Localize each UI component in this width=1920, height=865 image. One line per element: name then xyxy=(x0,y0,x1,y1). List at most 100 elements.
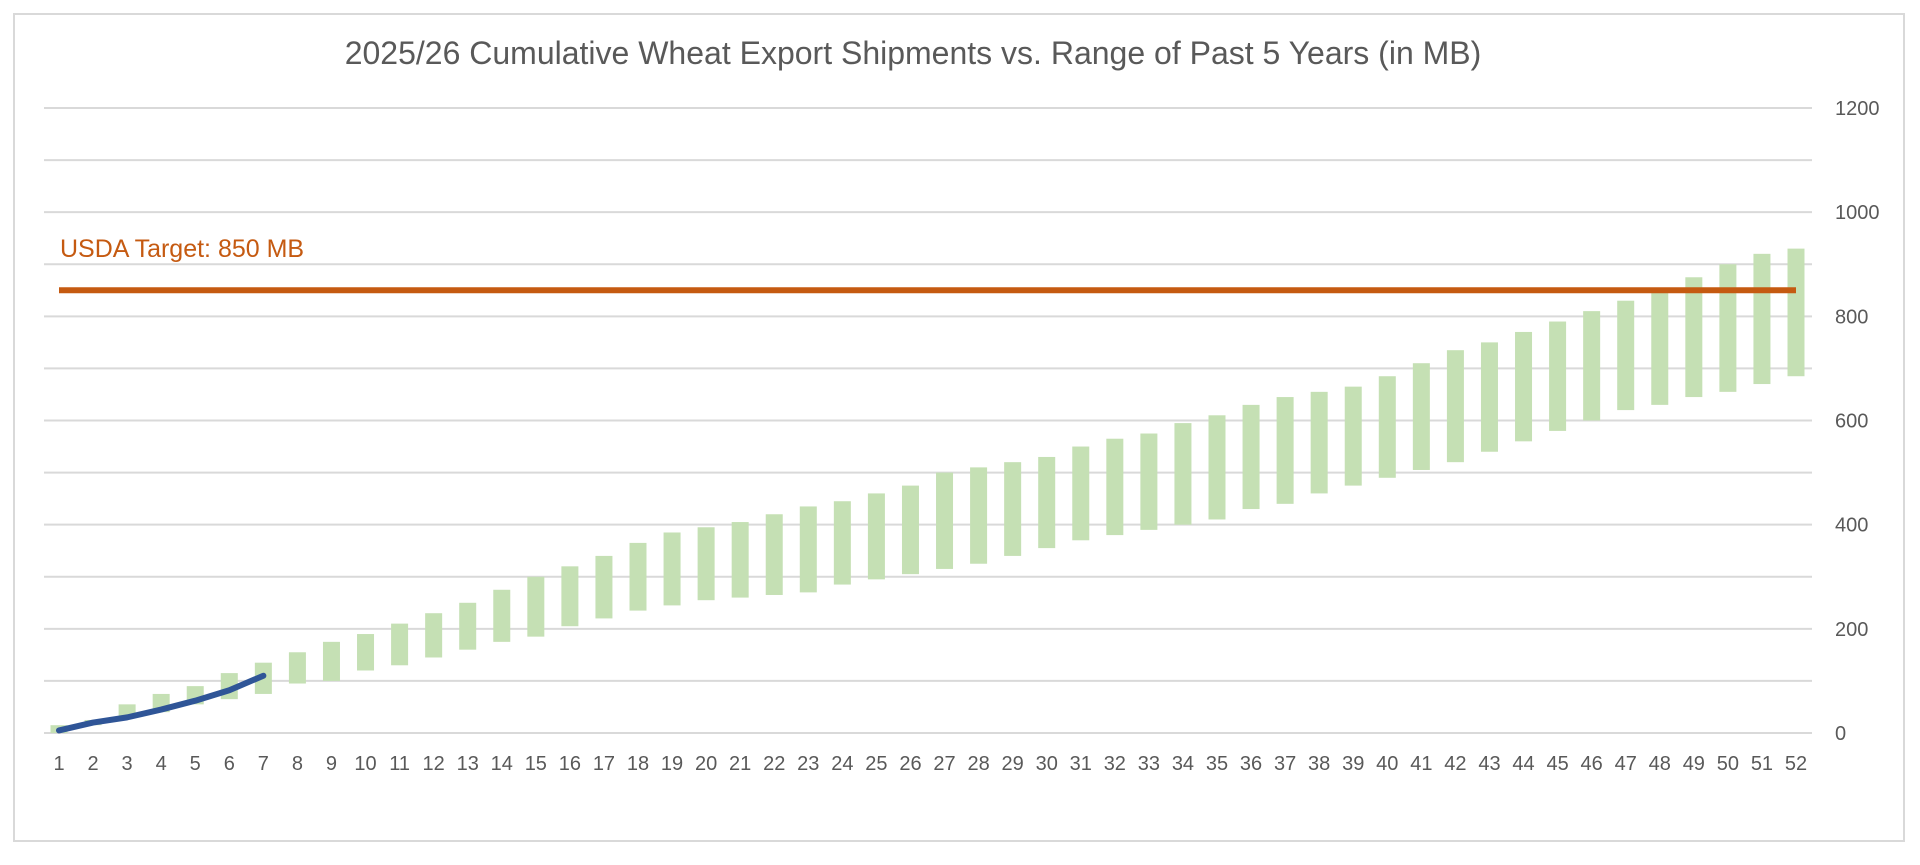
x-tick-label: 36 xyxy=(1240,753,1262,775)
range-bar xyxy=(1685,277,1703,398)
range-bar xyxy=(799,506,817,593)
range-bar xyxy=(833,501,851,585)
current-year-point xyxy=(126,716,128,718)
y-tick-label: 0 xyxy=(1835,723,1846,745)
x-tick-label: 43 xyxy=(1478,753,1500,775)
x-tick-label: 48 xyxy=(1649,753,1671,775)
range-bar xyxy=(493,589,511,642)
x-tick-label: 1 xyxy=(53,753,64,775)
grid-lines xyxy=(44,107,1812,734)
range-bar xyxy=(1515,331,1533,442)
range-bar xyxy=(765,514,783,595)
range-bar xyxy=(391,623,409,666)
range-bar xyxy=(595,555,613,619)
range-bar xyxy=(1787,248,1805,377)
y-tick-label: 200 xyxy=(1835,619,1868,641)
x-tick-label: 34 xyxy=(1172,753,1194,775)
range-bar xyxy=(527,576,545,637)
x-tick-label: 49 xyxy=(1683,753,1705,775)
range-bar xyxy=(629,542,647,611)
x-tick-label: 46 xyxy=(1581,753,1603,775)
x-tick-label: 35 xyxy=(1206,753,1228,775)
x-tick-label: 50 xyxy=(1717,753,1739,775)
x-tick-label: 29 xyxy=(1002,753,1024,775)
x-tick-label: 44 xyxy=(1512,753,1534,775)
y-tick-label: 1000 xyxy=(1835,202,1880,224)
x-tick-label: 39 xyxy=(1342,753,1364,775)
range-bar xyxy=(288,652,306,684)
range-bar xyxy=(1651,290,1669,405)
y-tick-label: 600 xyxy=(1835,411,1868,433)
range-bar xyxy=(936,472,954,569)
x-tick-label: 20 xyxy=(695,753,717,775)
x-tick-label: 22 xyxy=(763,753,785,775)
range-bar xyxy=(357,634,375,671)
usda-target: USDA Target: 850 MB xyxy=(59,235,1796,294)
range-bar xyxy=(1412,363,1430,470)
chart-title: 2025/26 Cumulative Wheat Export Shipment… xyxy=(345,35,1482,71)
x-tick-label: 41 xyxy=(1410,753,1432,775)
range-bar xyxy=(1004,462,1022,556)
range-bar xyxy=(1174,423,1192,525)
x-tick-label: 9 xyxy=(326,753,337,775)
x-tick-label: 51 xyxy=(1751,753,1773,775)
range-bar xyxy=(1072,446,1090,541)
x-tick-label: 7 xyxy=(258,753,269,775)
range-bar xyxy=(1276,397,1294,504)
range-bar xyxy=(1242,404,1260,510)
x-tick-label: 10 xyxy=(354,753,376,775)
y-tick-label: 1200 xyxy=(1835,98,1880,120)
range-bar xyxy=(1480,342,1498,452)
range-bar xyxy=(1310,391,1328,494)
range-bar xyxy=(1208,415,1226,520)
y-axis-tick-labels: 0 200 400 600 800 1000 1200 xyxy=(1835,98,1880,745)
x-tick-label: 12 xyxy=(423,753,445,775)
range-bar xyxy=(731,522,749,598)
x-tick-label: 3 xyxy=(122,753,133,775)
range-bar xyxy=(459,602,477,650)
usda-target-label: USDA Target: 850 MB xyxy=(60,235,304,263)
x-tick-label: 24 xyxy=(831,753,853,775)
current-year-point xyxy=(160,709,162,711)
x-tick-label: 23 xyxy=(797,753,819,775)
x-tick-label: 13 xyxy=(457,753,479,775)
range-bar xyxy=(970,467,988,564)
x-tick-label: 15 xyxy=(525,753,547,775)
current-year-point xyxy=(228,689,230,691)
range-bar xyxy=(1617,300,1635,411)
range-bar xyxy=(1446,350,1464,463)
range-bar xyxy=(901,485,919,575)
x-tick-label: 18 xyxy=(627,753,649,775)
x-tick-label: 6 xyxy=(224,753,235,775)
x-tick-label: 45 xyxy=(1546,753,1568,775)
range-bar xyxy=(1583,311,1601,421)
range-bar xyxy=(867,493,885,580)
range-bar xyxy=(663,532,681,606)
chart-frame xyxy=(13,13,1905,842)
x-tick-label: 37 xyxy=(1274,753,1296,775)
x-tick-label: 32 xyxy=(1104,753,1126,775)
current-year-point xyxy=(194,700,196,702)
current-year-series xyxy=(56,672,267,734)
range-bar xyxy=(1549,321,1567,431)
x-tick-label: 38 xyxy=(1308,753,1330,775)
x-tick-label: 14 xyxy=(491,753,513,775)
current-year-point xyxy=(262,675,264,677)
range-bar xyxy=(697,527,715,601)
x-tick-label: 2 xyxy=(87,753,98,775)
range-bar xyxy=(322,641,340,681)
y-tick-label: 400 xyxy=(1835,515,1868,537)
x-tick-label: 31 xyxy=(1070,753,1092,775)
x-tick-label: 5 xyxy=(190,753,201,775)
x-tick-label: 4 xyxy=(156,753,167,775)
x-tick-label: 30 xyxy=(1036,753,1058,775)
x-tick-label: 27 xyxy=(933,753,955,775)
x-tick-label: 52 xyxy=(1785,753,1807,775)
range-bar xyxy=(1378,376,1396,478)
x-tick-label: 25 xyxy=(865,753,887,775)
x-tick-label: 42 xyxy=(1444,753,1466,775)
range-bar xyxy=(1140,433,1158,530)
x-axis-tick-labels: 1 2 3 4 5 6 7 8 9 10 11 12 13 14 15 16 17 18 19 20 21 22 23 24 2… xyxy=(53,753,1807,775)
x-tick-label: 19 xyxy=(661,753,683,775)
range-bar xyxy=(1038,456,1056,549)
